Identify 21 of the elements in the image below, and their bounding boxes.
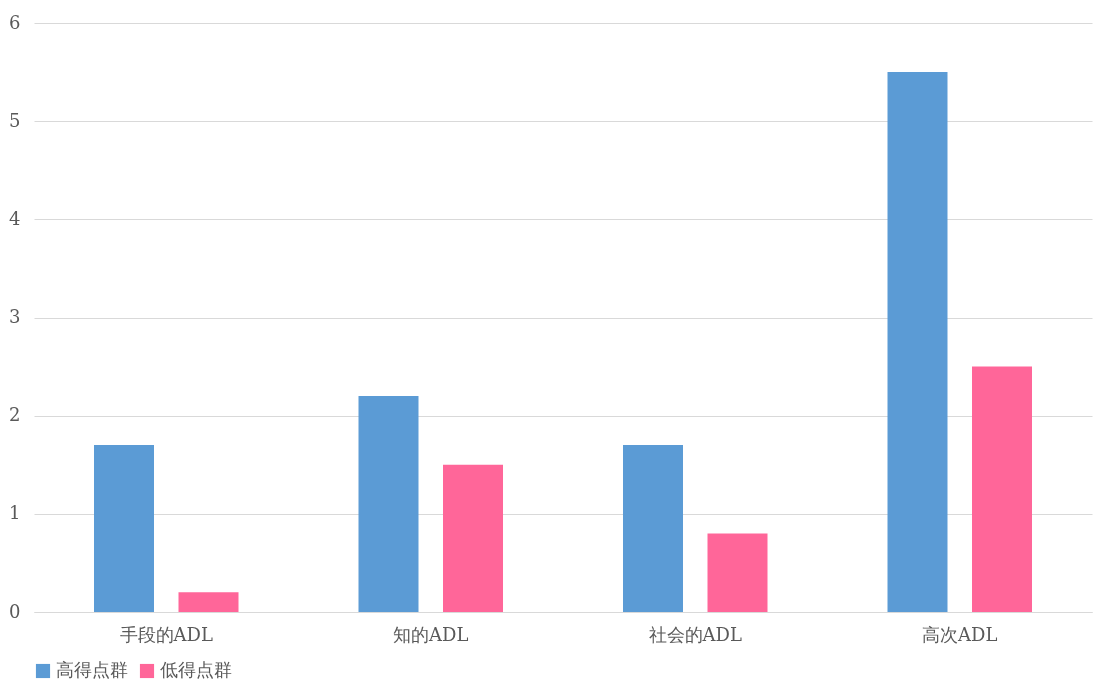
bar [178,592,239,612]
x-tick-label: 手段的ADL [119,623,213,645]
bar [94,445,154,612]
y-tick-label: 1 [9,502,21,524]
bar [358,396,419,612]
y-tick-label: 4 [9,207,21,229]
bar [972,366,1032,612]
y-tick-label: 2 [9,404,21,426]
y-tick-label: 5 [9,109,21,131]
legend-label: 高得点群 [56,659,128,680]
y-tick-label: 3 [9,306,21,327]
y-tick-label: 0 [9,600,21,622]
y-tick-label: 6 [9,11,21,33]
x-tick-label: 高次ADL [922,623,998,645]
bar [707,533,768,612]
bar [887,72,948,612]
bar [623,445,683,612]
bar [443,464,503,612]
x-tick-label: 知的ADL [393,623,469,645]
legend-label: 低得点群 [160,659,232,680]
x-tick-label: 社会的ADL [648,623,742,645]
